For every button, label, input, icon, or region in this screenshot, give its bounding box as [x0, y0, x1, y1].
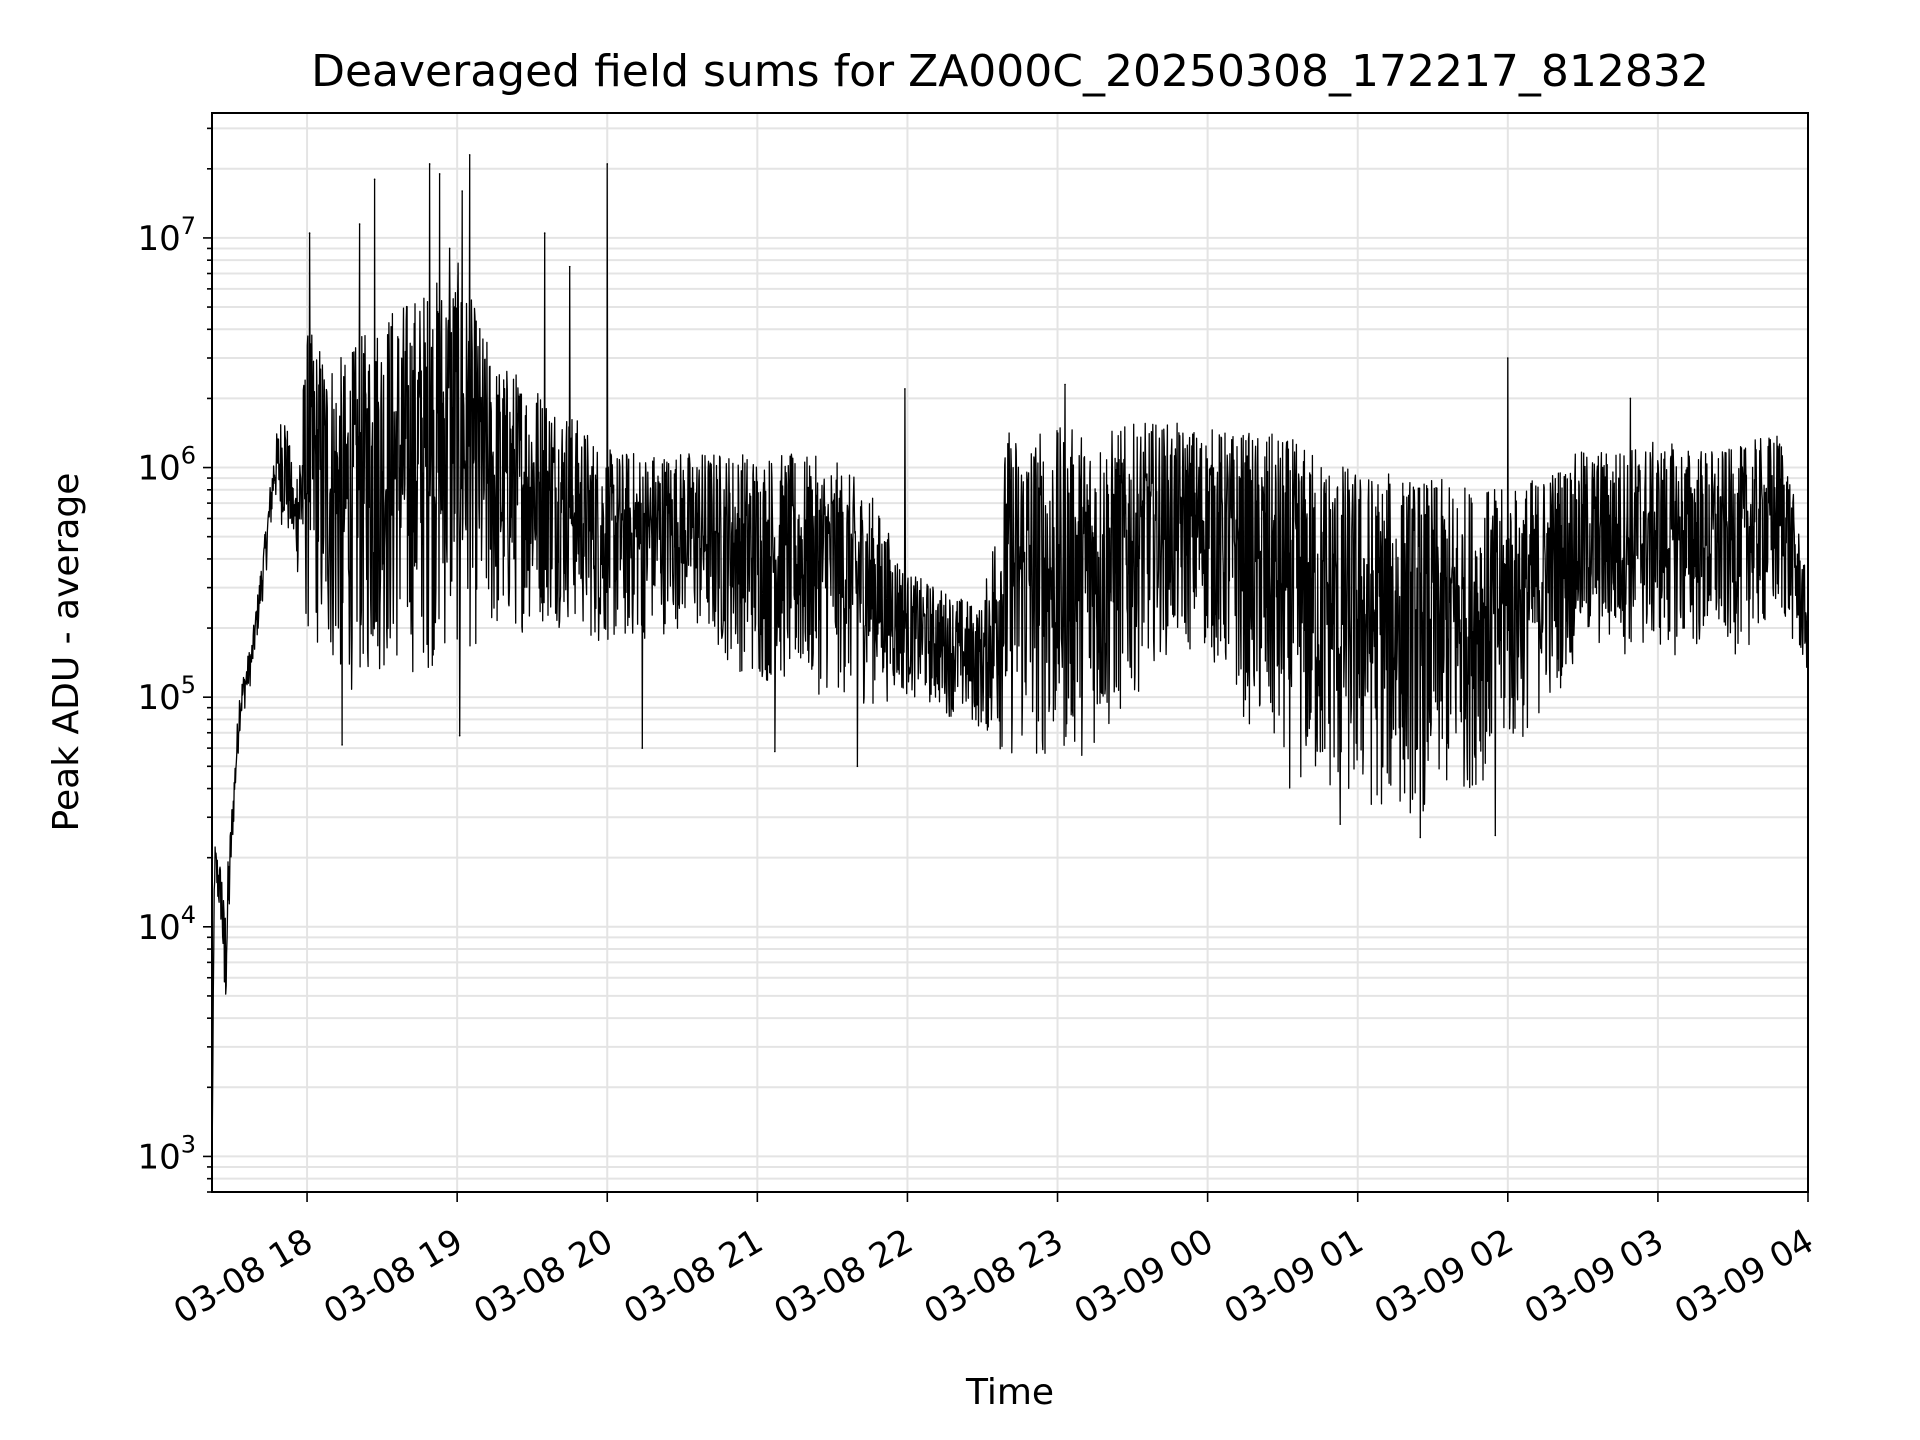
y-tick-label: 105 [137, 671, 196, 718]
y-tick-label: 106 [137, 442, 196, 489]
y-axis-label: Peak ADU - average [46, 473, 87, 832]
spike-point [358, 223, 361, 225]
grid-layer [212, 113, 1809, 1193]
spike-point [606, 163, 609, 165]
spike-point [468, 154, 471, 156]
spike-point [641, 747, 644, 749]
spike-point [568, 265, 571, 268]
plot-frame [211, 112, 1809, 1193]
y-tick-label: 103 [137, 1130, 196, 1177]
spike-point [1629, 397, 1632, 400]
spike-point [1064, 383, 1066, 386]
spike-point [438, 173, 441, 175]
series-line [211, 154, 1809, 1179]
spike-point [341, 744, 343, 746]
spike-point [1494, 834, 1497, 837]
plot-layer [211, 154, 1809, 1180]
chart-title: Deaveraged field sums for ZA000C_2025030… [311, 46, 1709, 97]
spike-point [1507, 357, 1509, 359]
y-tick-label: 104 [137, 901, 196, 948]
y-tick-label: 107 [137, 212, 196, 259]
spike-point [856, 765, 859, 768]
spike-point [461, 190, 463, 192]
spike-point [448, 247, 451, 250]
spike-point [458, 734, 461, 737]
spike-point [373, 178, 376, 181]
spike-point [1339, 823, 1342, 825]
spike-point [308, 232, 311, 234]
spike-point [904, 388, 906, 390]
spike-point [774, 750, 776, 753]
spike-point [1419, 836, 1422, 839]
spike-point [428, 163, 431, 165]
x-axis-label: Time [965, 1372, 1054, 1413]
spike-point [543, 232, 546, 234]
